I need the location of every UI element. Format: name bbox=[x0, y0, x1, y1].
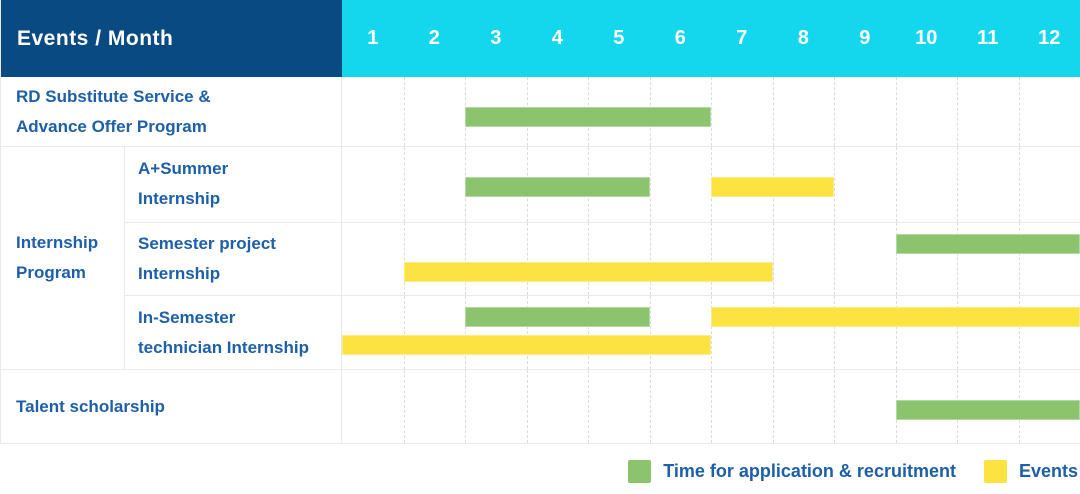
events-month-table: Events / Month 1 2 3 4 5 6 7 8 9 10 11 12 RD Substi… bbox=[0, 0, 1080, 444]
table-header-row: Events / Month 1 2 3 4 5 6 7 8 9 10 11 12 bbox=[1, 0, 1080, 77]
month-gridline bbox=[649, 370, 712, 443]
month-gridline bbox=[772, 77, 835, 146]
month-gridline bbox=[1018, 77, 1080, 146]
recruitment-bar bbox=[465, 177, 650, 197]
month-gridline bbox=[403, 147, 466, 222]
gantt-track-in-semester-technician bbox=[341, 296, 1080, 369]
month-header-row: 1 2 3 4 5 6 7 8 9 10 11 12 bbox=[342, 0, 1080, 77]
month-label: 3 bbox=[490, 27, 502, 49]
month-gridline bbox=[957, 222, 1019, 296]
month-gridline bbox=[526, 370, 589, 443]
month-label: 6 bbox=[674, 27, 686, 49]
events-bar bbox=[342, 335, 711, 356]
legend-label: Time for application & recruitment bbox=[663, 461, 956, 481]
month-gridline bbox=[711, 370, 773, 443]
month-gridline bbox=[465, 370, 527, 443]
month-label: 4 bbox=[551, 27, 563, 49]
row-label-a-plus-summer: A+Summer Internship bbox=[138, 159, 229, 209]
month-gridline bbox=[834, 147, 896, 222]
month-gridline bbox=[403, 77, 466, 146]
month-gridline bbox=[649, 147, 712, 222]
month-gridline bbox=[711, 77, 773, 146]
month-gridline bbox=[957, 77, 1019, 146]
month-gridline bbox=[772, 296, 835, 369]
events-bar bbox=[711, 177, 834, 197]
gantt-track-rd-substitute bbox=[341, 77, 1080, 146]
gantt-track-talent-scholarship bbox=[341, 370, 1080, 443]
month-label: 12 bbox=[1038, 27, 1061, 49]
month-label: 5 bbox=[613, 27, 625, 49]
month-gridline bbox=[1018, 296, 1080, 369]
legend-item-recruitment: Time for application & recruitment bbox=[628, 460, 956, 483]
month-label: 2 bbox=[428, 27, 440, 49]
month-gridline bbox=[895, 77, 958, 146]
gantt-track-a-plus-summer bbox=[341, 147, 1080, 222]
row-label-in-semester-technician: In-Semester technician Internship bbox=[138, 307, 309, 357]
recruitment-swatch-icon bbox=[628, 460, 652, 483]
corner-header-cell: Events / Month bbox=[1, 0, 342, 77]
row-label-semester-project: Semester project Internship bbox=[138, 233, 276, 283]
month-gridline bbox=[1018, 222, 1080, 296]
month-gridline bbox=[772, 222, 835, 296]
recruitment-bar bbox=[895, 233, 1080, 254]
month-gridline bbox=[957, 296, 1019, 369]
row-a-plus-summer-internship: A+Summer Internship bbox=[125, 147, 1080, 222]
row-label-rd-substitute: RD Substitute Service & Advance Offer Pr… bbox=[16, 86, 211, 136]
month-gridline bbox=[526, 296, 589, 369]
month-gridline bbox=[895, 147, 958, 222]
month-gridline bbox=[834, 296, 896, 369]
month-gridline bbox=[588, 222, 650, 296]
month-label: 1 bbox=[367, 27, 379, 49]
month-gridline bbox=[403, 296, 466, 369]
month-label: 8 bbox=[797, 27, 809, 49]
month-gridline bbox=[588, 370, 650, 443]
month-gridline bbox=[588, 296, 650, 369]
row-in-semester-technician-internship: In-Semester technician Internship bbox=[125, 295, 1080, 369]
recruitment-bar bbox=[465, 307, 650, 328]
month-label: 7 bbox=[736, 27, 748, 49]
internship-program-subrows: A+Summer Internship Semester project Int… bbox=[125, 147, 1080, 369]
month-gridline bbox=[834, 77, 896, 146]
table-title: Events / Month bbox=[17, 26, 174, 50]
gantt-track-semester-project bbox=[341, 222, 1080, 296]
legend-item-events: Events bbox=[983, 460, 1078, 483]
month-gridline bbox=[834, 222, 896, 296]
month-gridline bbox=[1018, 147, 1080, 222]
row-talent-scholarship: Talent scholarship bbox=[1, 370, 1080, 443]
month-gridline bbox=[834, 370, 896, 443]
month-gridline bbox=[711, 296, 773, 369]
month-gridline bbox=[403, 222, 466, 296]
month-label: 9 bbox=[859, 27, 871, 49]
events-bar bbox=[711, 307, 1080, 328]
month-gridline bbox=[649, 222, 712, 296]
month-gridline bbox=[895, 222, 958, 296]
row-rd-substitute-service: RD Substitute Service & Advance Offer Pr… bbox=[1, 77, 1080, 147]
recruitment-bar bbox=[465, 107, 711, 127]
month-label: 10 bbox=[915, 27, 938, 49]
month-gridline bbox=[526, 222, 589, 296]
month-gridline bbox=[465, 296, 527, 369]
row-semester-project-internship: Semester project Internship bbox=[125, 221, 1080, 296]
events-bar bbox=[403, 261, 773, 282]
recruitment-bar bbox=[895, 400, 1080, 420]
month-gridline bbox=[465, 222, 527, 296]
legend-label: Events bbox=[1018, 461, 1078, 481]
internship-program-group: Internship Program A+Summer Internship S… bbox=[1, 147, 1080, 370]
legend: Time for application & recruitment Events bbox=[0, 460, 1080, 483]
month-gridline bbox=[957, 147, 1019, 222]
month-gridline bbox=[772, 370, 835, 443]
month-gridline bbox=[895, 296, 958, 369]
month-label: 11 bbox=[977, 27, 999, 49]
group-label-internship-program: Internship Program bbox=[1, 147, 125, 369]
month-gridline bbox=[711, 222, 773, 296]
month-gridline bbox=[403, 370, 466, 443]
month-gridline bbox=[649, 296, 712, 369]
row-label-talent-scholarship: Talent scholarship bbox=[16, 396, 165, 416]
events-swatch-icon bbox=[983, 460, 1007, 483]
